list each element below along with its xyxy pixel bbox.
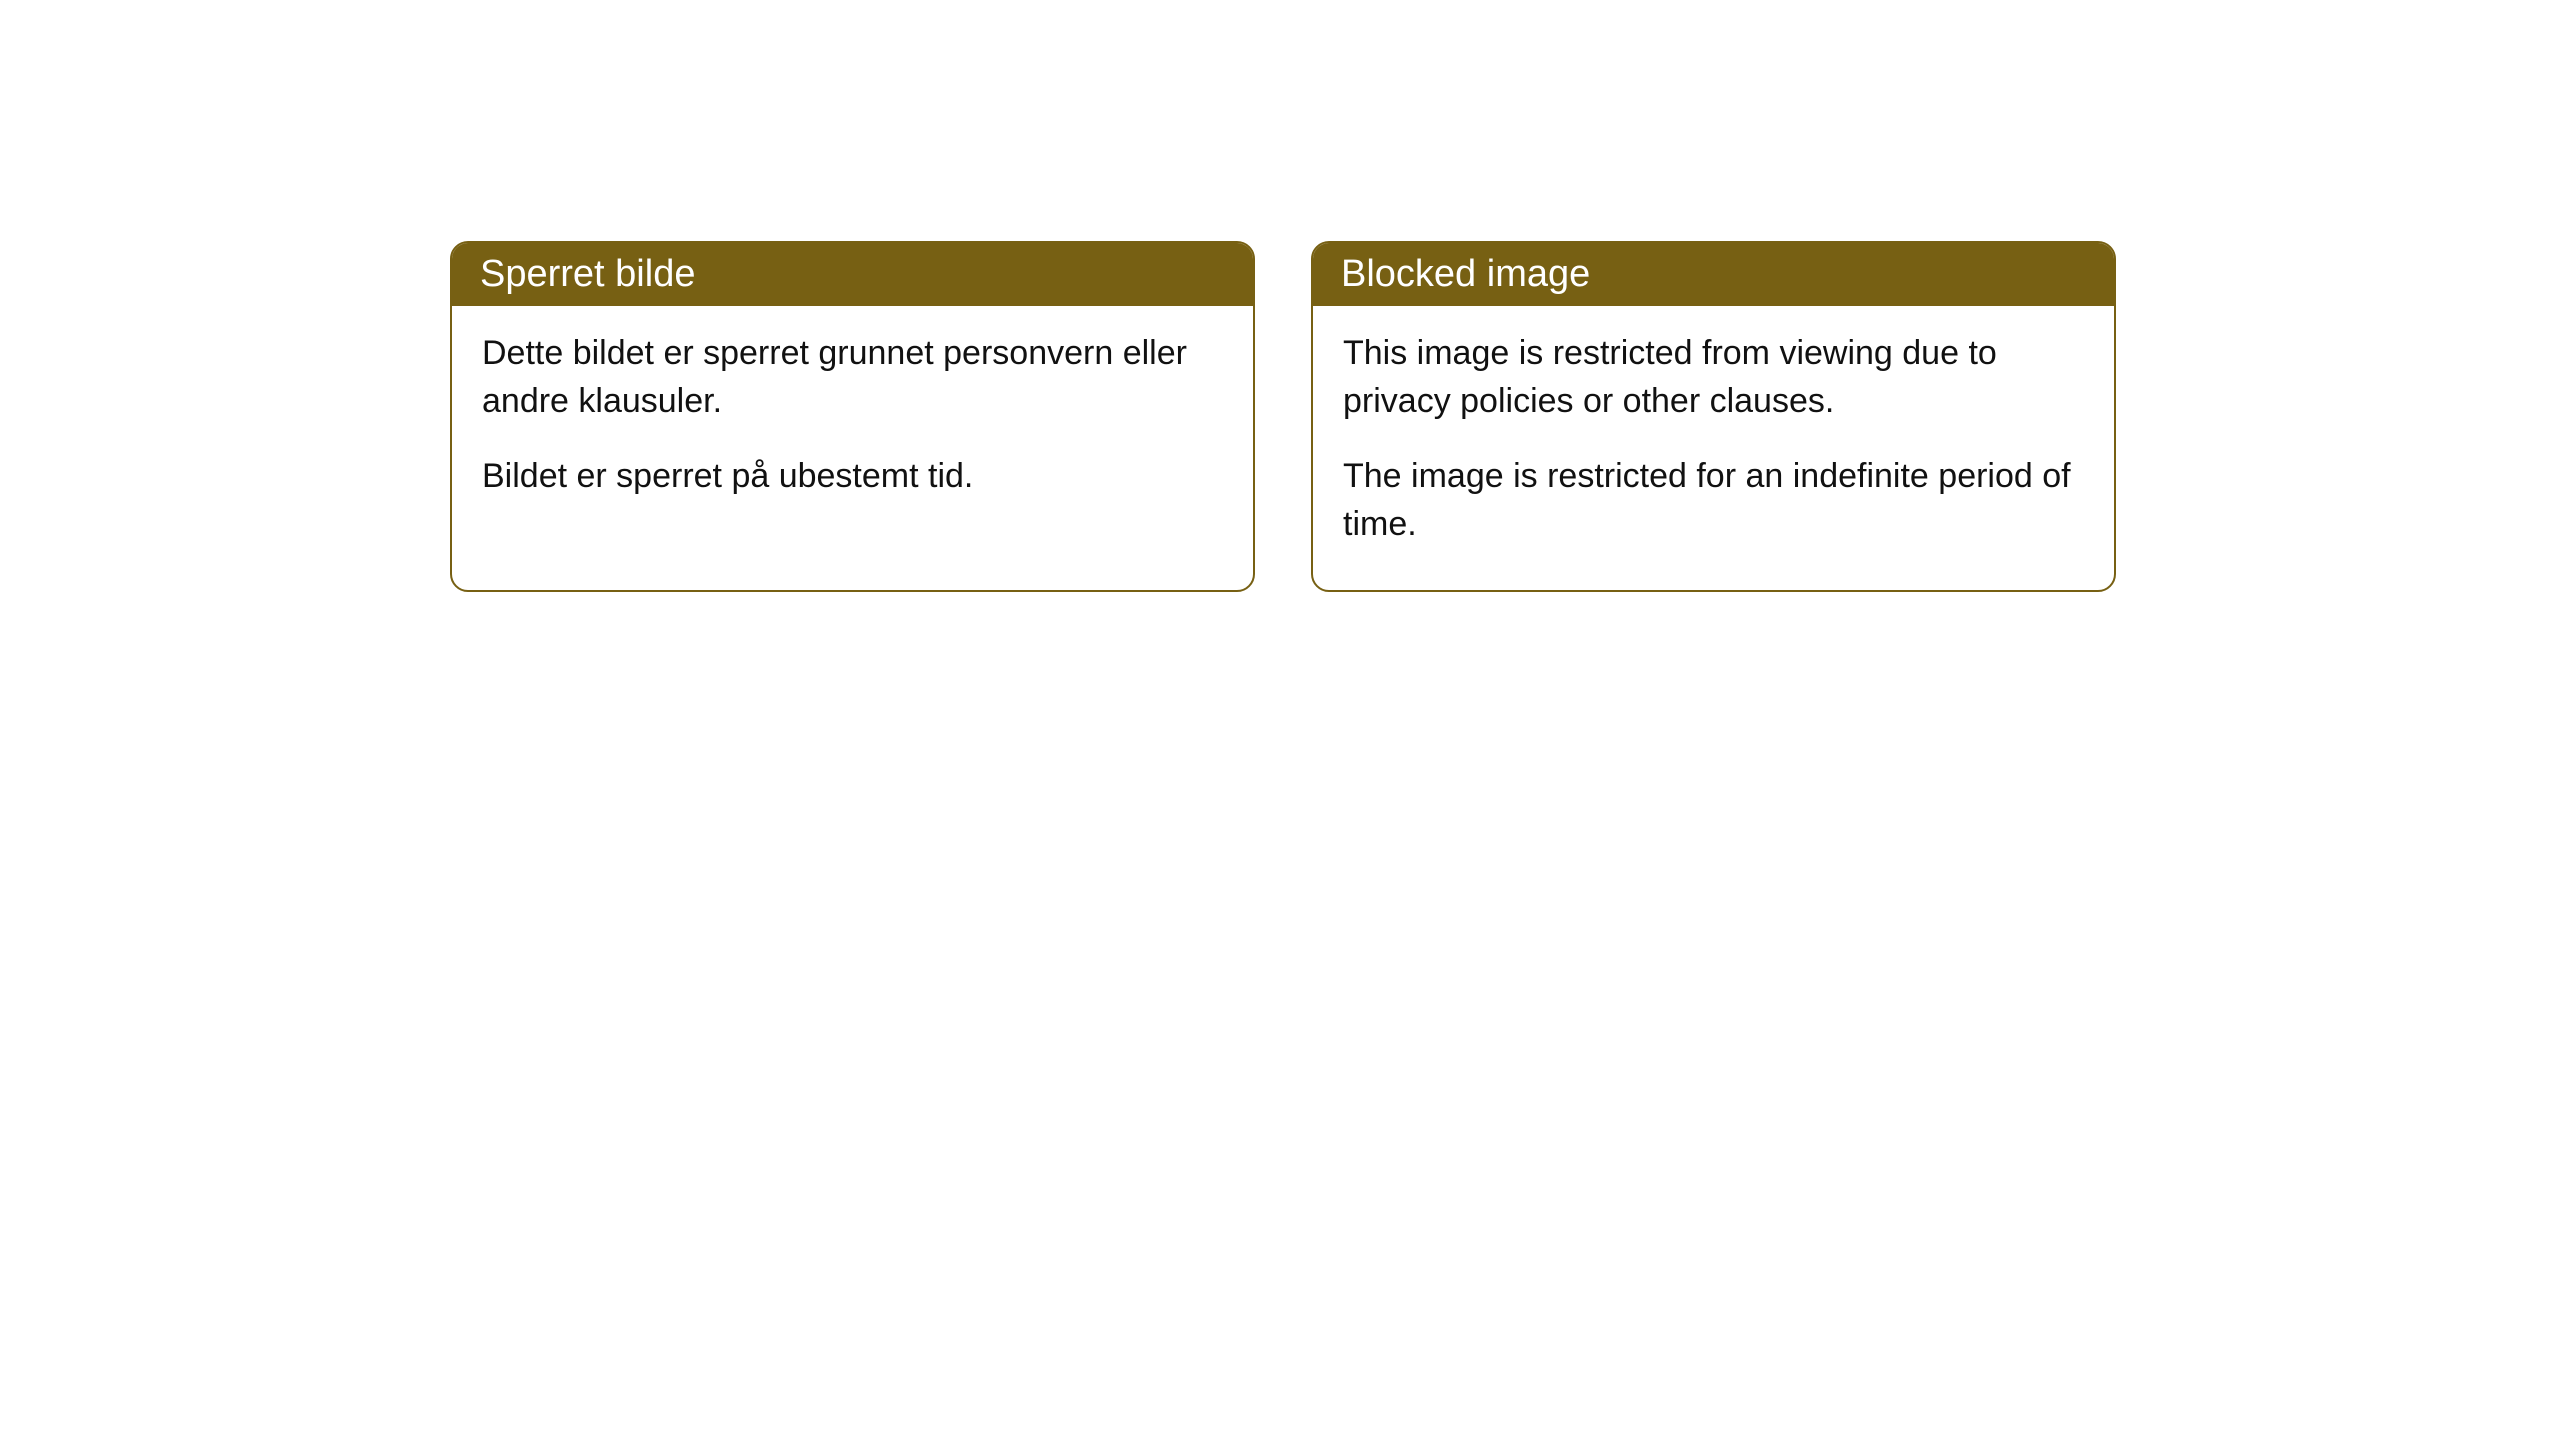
card-title: Sperret bilde xyxy=(480,253,695,295)
card-paragraph: This image is restricted from viewing du… xyxy=(1343,330,2084,425)
card-header-norwegian: Sperret bilde xyxy=(452,243,1253,306)
card-header-english: Blocked image xyxy=(1313,243,2114,306)
cards-container: Sperret bilde Dette bildet er sperret gr… xyxy=(450,241,2116,592)
card-paragraph: Dette bildet er sperret grunnet personve… xyxy=(482,330,1223,425)
card-body-english: This image is restricted from viewing du… xyxy=(1313,306,2114,590)
card-body-norwegian: Dette bildet er sperret grunnet personve… xyxy=(452,306,1253,543)
card-english: Blocked image This image is restricted f… xyxy=(1311,241,2116,592)
card-norwegian: Sperret bilde Dette bildet er sperret gr… xyxy=(450,241,1255,592)
card-paragraph: Bildet er sperret på ubestemt tid. xyxy=(482,453,1223,501)
card-title: Blocked image xyxy=(1341,253,1590,295)
card-paragraph: The image is restricted for an indefinit… xyxy=(1343,453,2084,548)
